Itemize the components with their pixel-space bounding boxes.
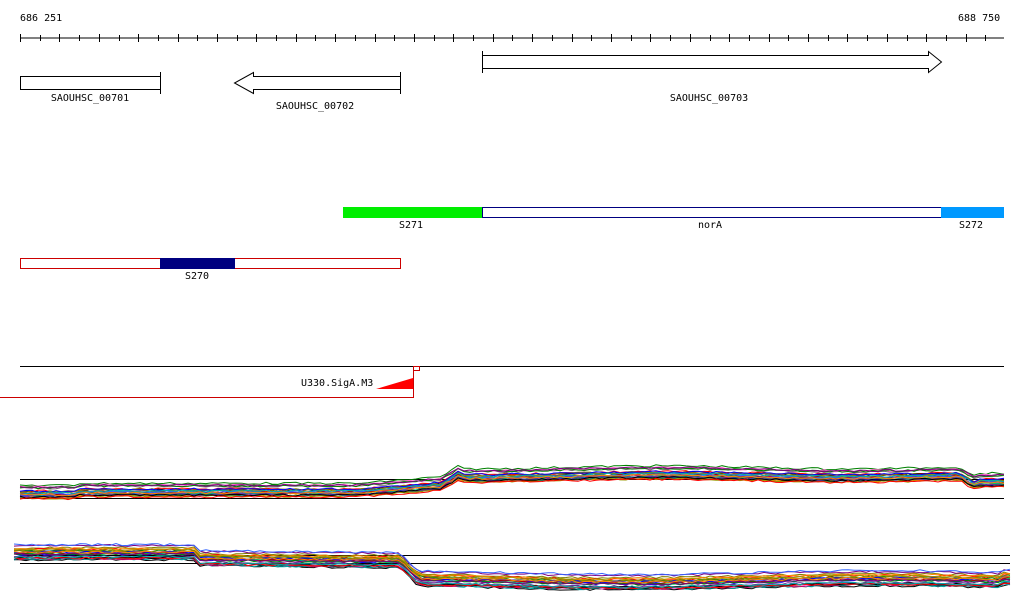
promoter-track[interactable]: U330.SigA.M3 xyxy=(0,366,1004,399)
region-label-nora: norA xyxy=(698,220,722,231)
gene-saouhsc-00703[interactable]: SAOUHSC_00703 xyxy=(482,50,943,104)
expression-track-reverse xyxy=(13,542,1011,591)
expression-series-line xyxy=(13,542,1011,576)
region-s270[interactable]: S270 xyxy=(20,258,401,282)
promoter-triangle-icon xyxy=(376,378,413,389)
gene-saouhsc-00702[interactable]: SAOUHSC_00702 xyxy=(233,71,401,112)
region-label-s271: S271 xyxy=(399,220,423,231)
region-label-s270: S270 xyxy=(185,271,209,282)
ruler-end-coordinate: 688 750 xyxy=(958,13,1001,24)
gene-label-saouhsc-00703: SAOUHSC_00703 xyxy=(670,93,748,104)
promoter-u330-siga-m3[interactable]: U330.SigA.M3 xyxy=(0,366,420,399)
ruler-ticks xyxy=(20,34,986,42)
expression-series-line xyxy=(19,467,1005,490)
expression-series-line xyxy=(19,470,1005,493)
region-track[interactable]: S271 norA S272 xyxy=(343,207,1004,231)
expression-series-line xyxy=(19,474,1005,497)
ruler-start-coordinate: 686 251 xyxy=(20,13,63,24)
region-label-s272: S272 xyxy=(959,220,983,231)
gene-label-saouhsc-00701: SAOUHSC_00701 xyxy=(51,93,129,104)
region-s272[interactable]: S272 xyxy=(941,207,1004,231)
expression-series-line xyxy=(19,472,1005,495)
region-nora[interactable]: norA xyxy=(482,207,942,232)
expression-series-line xyxy=(19,477,1005,501)
expression-series-line xyxy=(19,466,1005,489)
expression-series-line xyxy=(19,475,1005,499)
expression-track-forward xyxy=(19,464,1005,501)
coordinate-ruler xyxy=(20,34,1004,42)
expression-series-line xyxy=(13,550,1011,584)
gene-track[interactable]: SAOUHSC_00701 SAOUHSC_00702 SAOUHSC_0070… xyxy=(20,50,943,112)
gene-label-saouhsc-00702: SAOUHSC_00702 xyxy=(276,101,354,112)
expression-series-line xyxy=(13,555,1011,589)
expression-series-line xyxy=(13,552,1011,586)
region-s271[interactable]: S271 xyxy=(343,207,483,231)
expression-series-line xyxy=(13,548,1011,582)
region-track-2[interactable]: S270 xyxy=(20,258,401,282)
expression-reverse-series xyxy=(13,542,1011,591)
gene-saouhsc-00701[interactable]: SAOUHSC_00701 xyxy=(20,72,161,104)
promoter-label: U330.SigA.M3 xyxy=(301,378,373,389)
expression-forward-series xyxy=(19,464,1005,501)
